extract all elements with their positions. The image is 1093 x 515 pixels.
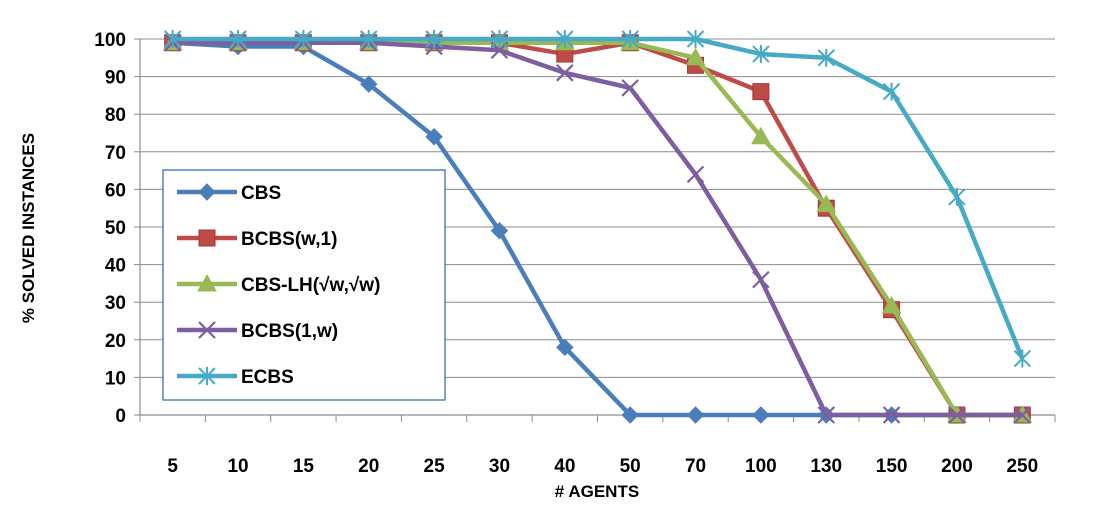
y-tick-label: 10 xyxy=(105,368,126,389)
data-point xyxy=(360,30,378,48)
data-point xyxy=(948,406,966,424)
legend-item: BCBS(w,1) xyxy=(177,229,337,250)
x-tick-label: 200 xyxy=(941,456,973,477)
legend-marker xyxy=(198,321,216,339)
legend-marker xyxy=(198,367,216,385)
data-point xyxy=(882,82,901,101)
data-point xyxy=(685,47,706,66)
x-tick-label: 15 xyxy=(293,456,315,477)
series-line xyxy=(172,40,1023,418)
x-tick-label: 50 xyxy=(620,456,641,477)
data-point xyxy=(294,30,313,48)
legend-item: CBS xyxy=(177,183,281,204)
x-tick-label: 25 xyxy=(424,456,446,477)
data-point xyxy=(621,30,639,48)
series-line xyxy=(172,36,1025,360)
legend-label: CBS xyxy=(241,183,281,204)
data-point xyxy=(556,30,574,48)
data-point xyxy=(817,406,836,424)
data-point xyxy=(752,270,770,289)
y-tick-label: 90 xyxy=(105,68,126,89)
x-tick-label: 70 xyxy=(685,456,706,477)
y-axis-title: % SOLVED INSTANCES xyxy=(19,133,38,323)
x-tick-label: 150 xyxy=(876,456,908,477)
legend-marker xyxy=(198,183,216,201)
legend-marker xyxy=(197,273,217,292)
data-point xyxy=(425,30,443,48)
data-point xyxy=(163,30,182,48)
x-tick-label: 5 xyxy=(167,456,178,477)
y-tick-label: 50 xyxy=(105,218,126,239)
legend-item: CBS-LH(√w,√w) xyxy=(177,273,380,296)
legend-label: BCBS(1,w) xyxy=(241,321,338,342)
legend-marker xyxy=(198,229,216,247)
data-point xyxy=(881,295,902,314)
legend-label: ECBS xyxy=(241,367,294,388)
data-point xyxy=(1013,406,1032,424)
x-tick-label: 250 xyxy=(1006,456,1038,477)
y-tick-label: 30 xyxy=(105,293,126,314)
x-tick-label: 10 xyxy=(227,456,248,477)
legend: CBS BCBS(w,1) CBS-LH(√w,√w) BCBS(1,w) ECBS xyxy=(162,169,446,401)
y-tick-label: 100 xyxy=(94,30,126,51)
legend-item: ECBS xyxy=(177,367,294,388)
data-point xyxy=(816,194,837,212)
data-point xyxy=(229,30,247,48)
data-point xyxy=(752,406,770,424)
series-group xyxy=(162,30,1033,424)
data-point xyxy=(751,126,771,145)
data-point xyxy=(360,75,378,93)
data-point xyxy=(686,165,705,184)
data-point xyxy=(556,64,574,82)
y-tick-label: 0 xyxy=(115,406,126,427)
data-point xyxy=(621,406,639,424)
x-tick-label: 30 xyxy=(489,456,510,477)
data-point xyxy=(621,79,639,97)
data-point xyxy=(556,338,574,357)
data-point xyxy=(490,30,509,48)
x-tick-label: 130 xyxy=(810,456,842,477)
x-tick-label: 100 xyxy=(745,456,777,477)
y-tick-label: 60 xyxy=(105,180,126,201)
data-point xyxy=(752,45,770,64)
data-point xyxy=(1013,349,1032,368)
y-tick-label: 20 xyxy=(105,331,126,352)
legend-item: BCBS(1,w) xyxy=(177,321,338,342)
series-4 xyxy=(163,30,1032,368)
y-tick-label: 80 xyxy=(105,105,126,126)
series-3 xyxy=(163,33,1032,424)
legend-label: BCBS(w,1) xyxy=(241,229,337,250)
data-point xyxy=(882,406,901,424)
data-point xyxy=(490,222,509,240)
data-point xyxy=(425,128,443,146)
y-tick-label: 40 xyxy=(105,256,126,277)
tick-labels: 0 10 20 30 40 50 60 70 80 90 100 5 10 15 20 25 30 40 50 70 1… xyxy=(94,30,1038,477)
data-point xyxy=(752,83,770,101)
data-point xyxy=(948,187,966,206)
x-tick-label: 20 xyxy=(358,456,379,477)
x-axis-title: # AGENTS xyxy=(555,482,639,501)
legend-label: CBS-LH(√w,√w) xyxy=(241,275,380,296)
data-point xyxy=(686,30,705,48)
data-point xyxy=(817,48,835,67)
y-tick-label: 70 xyxy=(105,143,126,164)
x-tick-label: 40 xyxy=(554,456,575,477)
data-point xyxy=(686,406,705,424)
